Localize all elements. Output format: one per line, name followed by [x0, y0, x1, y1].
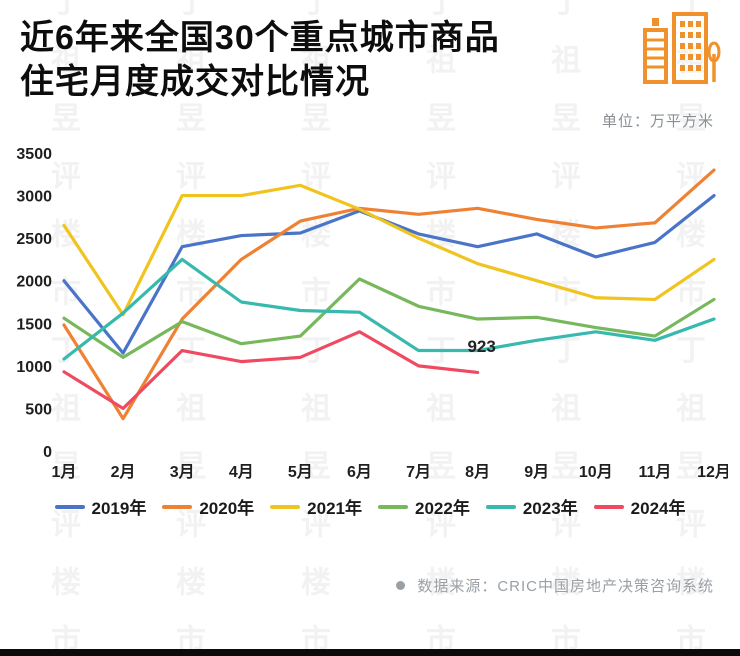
- legend-swatch: [378, 504, 408, 509]
- legend-label: 2020年: [199, 499, 255, 518]
- line-chart: 0 500 1000 1500 2000 2500 3000 3500 1月 2月 3月 4月 5月 6月…: [16, 146, 731, 481]
- page-title-line2: 住宅月度成交对比情况: [20, 63, 370, 101]
- series-line-2022年: [62, 277, 716, 359]
- page-title: 近6年来全国30个重点城市商品 住宅月度成交对比情况: [20, 16, 720, 104]
- x-axis-tick: 12月: [697, 463, 728, 481]
- legend-swatch: [593, 504, 624, 509]
- legend-swatch: [485, 504, 516, 509]
- legend-swatch: [54, 504, 85, 509]
- legend-item: 2024年: [593, 494, 686, 519]
- y-axis-tick: 1000: [16, 359, 52, 376]
- y-axis-tick: 3500: [16, 146, 52, 163]
- series-line-2021年: [62, 183, 716, 317]
- legend-item: 2023年: [485, 494, 578, 519]
- legend-label: 2019年: [91, 499, 147, 518]
- x-axis-tick: 2月: [111, 463, 136, 481]
- legend-label: 2022年: [415, 499, 470, 518]
- x-axis-tick: 3月: [170, 463, 195, 481]
- value-annotation: 923: [467, 337, 495, 356]
- legend-item: 2021年: [270, 494, 362, 519]
- legend-swatch: [270, 504, 301, 509]
- legend-item: 2022年: [378, 494, 470, 519]
- y-axis-tick: 2500: [16, 231, 52, 248]
- source-note: 数据来源：CRIC中国房地产决策咨询系统: [0, 575, 740, 596]
- chart-area: 0 500 1000 1500 2000 2500 3000 3500 1月 2月 3月 4月 5月 6月…: [12, 135, 731, 488]
- legend-item: 2019年: [54, 494, 147, 519]
- series-line-2020年: [62, 168, 716, 421]
- legend-swatch: [162, 504, 193, 509]
- page-title-line1: 近6年来全国30个重点城市商品: [20, 19, 500, 57]
- x-axis-tick: 10月: [579, 463, 613, 481]
- x-axis-tick: 1月: [52, 463, 77, 481]
- legend-item: 2020年: [162, 494, 254, 519]
- y-axis-tick: 3000: [16, 189, 52, 206]
- bullet-icon: [396, 581, 406, 590]
- y-axis-tick: 2000: [16, 274, 52, 291]
- source-text: 数据来源：CRIC中国房地产决策咨询系统: [417, 578, 714, 595]
- unit-label: 单位：万平方米: [601, 113, 714, 130]
- legend: 2019年 2020年 2021年 2022年 2023年 2024年: [0, 494, 740, 519]
- header: 近6年来全国30个重点城市商品 住宅月度成交对比情况: [0, 0, 740, 108]
- legend-label: 2024年: [630, 499, 686, 518]
- x-axis-tick: 8月: [465, 463, 490, 481]
- y-axis-tick: 0: [43, 444, 52, 461]
- y-axis-tick: 500: [25, 401, 52, 418]
- x-axis-tick: 11月: [638, 463, 671, 481]
- y-axis-tick: 1500: [16, 316, 52, 333]
- bottom-bar: [0, 649, 740, 656]
- buildings-icon: [640, 8, 722, 99]
- x-axis-tick: 5月: [288, 463, 313, 481]
- series-line-2023年: [62, 257, 716, 361]
- legend-label: 2021年: [307, 499, 362, 518]
- x-axis-tick: 9月: [524, 463, 549, 481]
- x-axis-tick: 6月: [347, 463, 372, 481]
- series-line-2024年: [62, 330, 480, 411]
- x-axis-tick: 4月: [229, 463, 254, 481]
- legend-label: 2023年: [522, 499, 578, 518]
- x-axis-tick: 7月: [406, 463, 431, 481]
